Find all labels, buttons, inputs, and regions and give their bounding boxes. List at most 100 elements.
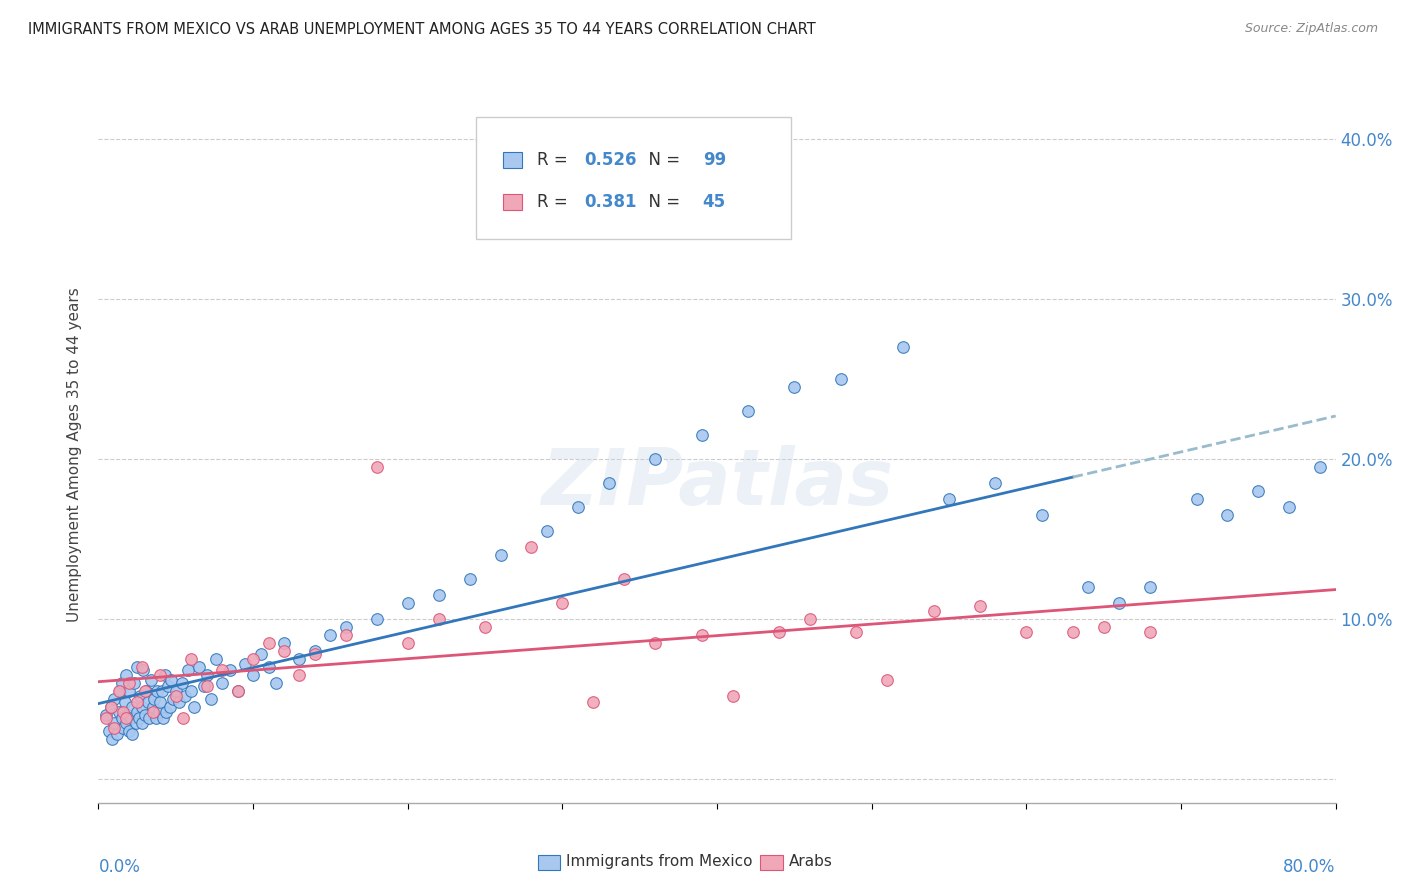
Point bbox=[396, 596, 419, 610]
Point bbox=[134, 683, 156, 698]
Point bbox=[1247, 483, 1270, 498]
Point bbox=[180, 683, 202, 698]
Point bbox=[149, 695, 172, 709]
Point bbox=[257, 636, 280, 650]
Bar bbox=[761, 855, 783, 871]
Point bbox=[112, 721, 135, 735]
Point bbox=[135, 683, 157, 698]
Bar bbox=[537, 855, 560, 871]
Point bbox=[150, 683, 173, 698]
Y-axis label: Unemployment Among Ages 35 to 44 years: Unemployment Among Ages 35 to 44 years bbox=[67, 287, 83, 623]
Point bbox=[205, 652, 228, 666]
Point bbox=[134, 707, 156, 722]
Point bbox=[105, 727, 128, 741]
Point bbox=[845, 624, 868, 639]
Point bbox=[165, 689, 187, 703]
Point bbox=[128, 711, 150, 725]
Point bbox=[1139, 580, 1161, 594]
Point bbox=[1031, 508, 1053, 522]
Text: R =: R = bbox=[537, 193, 572, 211]
Point bbox=[193, 679, 215, 693]
Text: IMMIGRANTS FROM MEXICO VS ARAB UNEMPLOYMENT AMONG AGES 35 TO 44 YEARS CORRELATIO: IMMIGRANTS FROM MEXICO VS ARAB UNEMPLOYM… bbox=[28, 22, 815, 37]
Point bbox=[690, 428, 713, 442]
Text: ZIPatlas: ZIPatlas bbox=[541, 445, 893, 521]
Point bbox=[1108, 596, 1130, 610]
Bar bbox=[503, 153, 522, 168]
Bar bbox=[503, 194, 522, 210]
Point bbox=[969, 599, 991, 613]
Point bbox=[107, 705, 129, 719]
Point bbox=[118, 723, 141, 738]
Point bbox=[143, 691, 166, 706]
Point bbox=[1015, 624, 1038, 639]
Point bbox=[211, 676, 233, 690]
Point bbox=[131, 715, 153, 730]
Point bbox=[127, 660, 149, 674]
Point bbox=[127, 695, 149, 709]
Point bbox=[170, 676, 193, 690]
Point bbox=[122, 676, 145, 690]
Point bbox=[111, 711, 134, 725]
Point bbox=[121, 727, 143, 741]
Point bbox=[598, 475, 620, 490]
Point bbox=[1309, 459, 1331, 474]
Point bbox=[108, 683, 131, 698]
Point bbox=[644, 451, 666, 466]
Point bbox=[183, 699, 205, 714]
Point bbox=[115, 711, 138, 725]
Point bbox=[938, 491, 960, 506]
Point bbox=[111, 676, 134, 690]
Point bbox=[922, 604, 945, 618]
Point bbox=[127, 705, 149, 719]
Text: Immigrants from Mexico: Immigrants from Mexico bbox=[567, 855, 752, 870]
Point bbox=[96, 707, 118, 722]
Point bbox=[200, 691, 222, 706]
Point bbox=[101, 731, 124, 746]
Point bbox=[219, 663, 242, 677]
Point bbox=[721, 689, 744, 703]
Point bbox=[613, 572, 636, 586]
Point bbox=[644, 636, 666, 650]
Point bbox=[155, 705, 177, 719]
Text: Arabs: Arabs bbox=[789, 855, 832, 870]
Point bbox=[173, 711, 195, 725]
Point bbox=[242, 652, 264, 666]
FancyBboxPatch shape bbox=[475, 118, 792, 239]
Point bbox=[551, 596, 574, 610]
Point bbox=[319, 628, 342, 642]
Point bbox=[427, 588, 450, 602]
Point bbox=[148, 705, 170, 719]
Point bbox=[131, 660, 153, 674]
Point bbox=[235, 657, 257, 671]
Point bbox=[304, 647, 326, 661]
Point bbox=[139, 673, 162, 687]
Point bbox=[153, 668, 176, 682]
Point bbox=[830, 372, 852, 386]
Point bbox=[157, 679, 180, 693]
Point bbox=[489, 548, 512, 562]
Point bbox=[165, 683, 187, 698]
Point bbox=[180, 652, 202, 666]
Point bbox=[145, 711, 167, 725]
Point bbox=[474, 620, 496, 634]
Point bbox=[458, 572, 481, 586]
Point bbox=[118, 683, 141, 698]
Point bbox=[174, 689, 197, 703]
Point bbox=[103, 691, 125, 706]
Point bbox=[288, 668, 311, 682]
Text: 45: 45 bbox=[703, 193, 725, 211]
Point bbox=[188, 660, 211, 674]
Point bbox=[121, 699, 143, 714]
Point bbox=[114, 695, 136, 709]
Point bbox=[142, 705, 165, 719]
Point bbox=[146, 683, 169, 698]
Point bbox=[107, 683, 129, 698]
Point bbox=[288, 652, 311, 666]
Point bbox=[273, 644, 295, 658]
Point bbox=[98, 723, 121, 738]
Point bbox=[226, 683, 249, 698]
Point bbox=[768, 624, 790, 639]
Point bbox=[690, 628, 713, 642]
Point bbox=[520, 540, 543, 554]
Point bbox=[132, 663, 155, 677]
